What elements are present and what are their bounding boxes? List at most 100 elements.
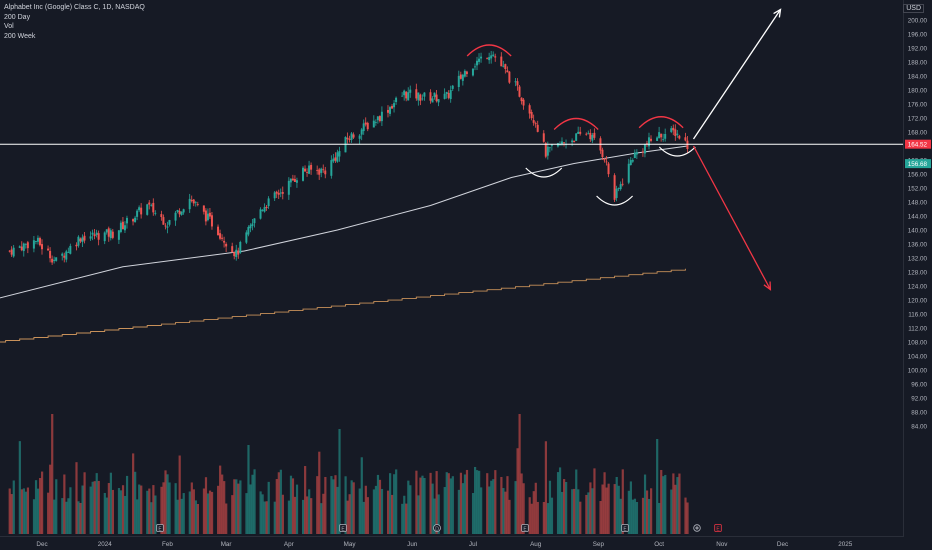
volume-bar (293, 496, 297, 534)
candle-body (534, 123, 537, 125)
volume-bar (20, 489, 23, 534)
volume-bar (107, 483, 110, 534)
volume-bar (182, 493, 185, 534)
price-tick-label: 92.00 (911, 396, 927, 403)
volume-bar (279, 469, 282, 534)
earnings-marker-icon (714, 524, 722, 532)
volume-bar (386, 490, 390, 534)
candle-body (560, 141, 563, 145)
candle-body (103, 232, 106, 242)
price-tick-label: 124.00 (908, 284, 928, 291)
candle-body (166, 226, 169, 228)
candle-body (346, 137, 349, 140)
volume-bar (619, 498, 622, 534)
candle-body (295, 180, 298, 183)
volume-bar (123, 495, 127, 534)
volume-bar (316, 476, 319, 534)
volume-bar (656, 439, 659, 534)
volume-bar (109, 472, 112, 534)
volume-bar (613, 484, 616, 534)
price-tick-label: 120.00 (908, 298, 928, 305)
price-tick-label: 136.00 (908, 242, 928, 249)
candle-body (154, 212, 157, 214)
candle-body (140, 207, 143, 215)
volume-bar (249, 484, 252, 534)
event-marker-label: D (435, 526, 439, 532)
candle-body (405, 91, 408, 99)
legend-200-day[interactable]: 200 Day (4, 13, 31, 21)
candle-body (431, 98, 434, 103)
candle-body (514, 81, 517, 83)
candle-body (176, 209, 179, 212)
time-tick-label: Apr (284, 541, 294, 548)
volume-bar (289, 475, 293, 534)
volume-bar (32, 499, 36, 534)
volume-bar (67, 498, 70, 534)
legend-vol[interactable]: Vol (4, 23, 14, 30)
volume-bar (36, 488, 40, 534)
volume-bar (615, 476, 618, 534)
legend-200-week[interactable]: 200 Week (4, 32, 36, 40)
volume-bar (662, 476, 665, 534)
candle-body (132, 219, 135, 222)
candle-body (196, 204, 199, 205)
candle-body (265, 206, 268, 209)
candle-body (302, 167, 305, 181)
candle-body (247, 227, 250, 235)
volume-bar (162, 482, 165, 534)
volume-bar (277, 472, 280, 534)
last-price-label: 164.52 (908, 142, 928, 149)
price-tick-label: 200.00 (908, 18, 928, 25)
price-axis-panel[interactable] (904, 0, 932, 550)
candle-body (180, 211, 183, 215)
candle-body (97, 233, 100, 240)
candle-body (492, 54, 495, 56)
volume-bar (488, 486, 491, 534)
volume-bar (423, 478, 426, 534)
volume-bar (332, 479, 335, 534)
volume-bar (591, 488, 594, 534)
candle-body (204, 210, 207, 222)
candle-body (162, 217, 165, 225)
earnings-marker-icon (156, 524, 164, 532)
volume-bar (585, 494, 588, 534)
candle-body (263, 207, 266, 212)
volume-bar (231, 495, 234, 534)
candle-body (536, 124, 539, 132)
time-axis-panel[interactable] (0, 536, 904, 550)
volume-bar (91, 481, 94, 534)
candle-body (463, 70, 466, 77)
volume-bar (514, 481, 517, 534)
candle-body (605, 161, 608, 163)
symbol-title[interactable]: Alphabet Inc (Google) Class C, 1D, NASDA… (4, 4, 145, 11)
earnings-marker-icon (521, 524, 529, 532)
candle-body (647, 137, 650, 147)
volume-bar (449, 478, 452, 534)
volume-bar (633, 498, 637, 534)
candle-body (672, 127, 675, 131)
candle-body (480, 56, 483, 59)
volume-bar (530, 503, 533, 534)
candle-body (249, 225, 252, 229)
volume-bar (435, 471, 438, 534)
volume-bar (53, 499, 56, 534)
volume-bar (8, 488, 11, 534)
candle-body (223, 240, 226, 243)
candle-body (308, 165, 311, 174)
volume-bar (93, 481, 96, 534)
volume-bar (291, 478, 295, 534)
volume-bar (196, 503, 199, 534)
candle-body (423, 92, 426, 97)
price-tick-label: 96.00 (911, 382, 927, 389)
volume-bar (589, 482, 592, 534)
candle-body (520, 97, 523, 102)
currency-label[interactable]: USD (903, 4, 924, 13)
bottom-arc (525, 167, 563, 178)
candle-body (376, 116, 379, 121)
candle-body (629, 160, 632, 166)
candle-body (415, 89, 418, 99)
candle-body (49, 250, 52, 259)
volume-bar (627, 490, 630, 534)
candle-body (395, 97, 398, 103)
